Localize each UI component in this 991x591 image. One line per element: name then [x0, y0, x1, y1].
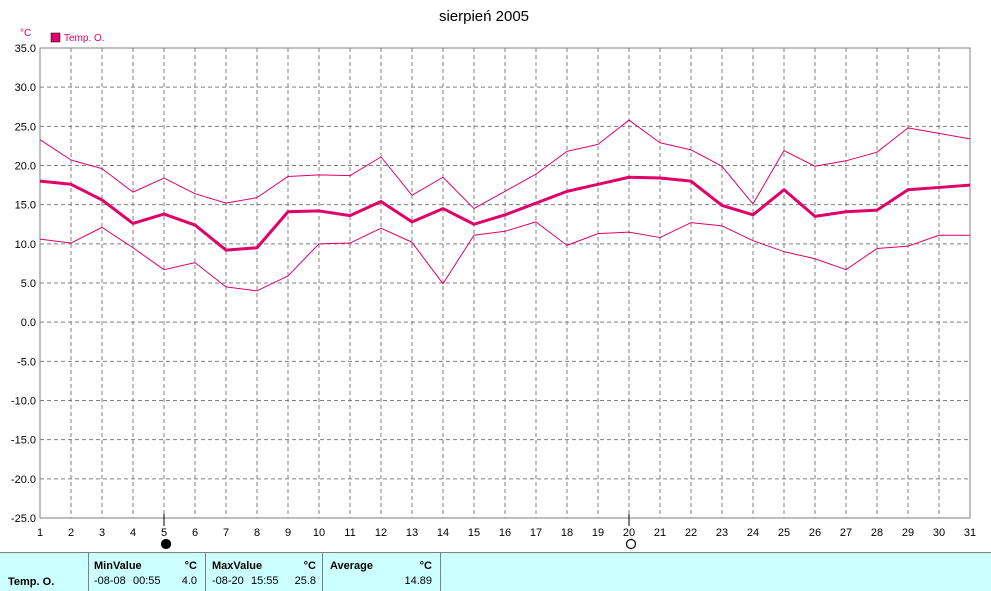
y-tick-label: 35.0	[15, 43, 36, 55]
max-header: MaxValue	[212, 560, 262, 572]
min-date: -08-08	[94, 575, 126, 587]
temperature-chart: sierpień 2005 °C Temp. O. 35.030.025.020…	[0, 0, 991, 552]
min-time: 00:55	[133, 575, 161, 587]
legend-label: Temp. O.	[64, 33, 105, 44]
x-tick-label: 2	[68, 527, 74, 539]
y-tick-label: 0.0	[21, 317, 36, 329]
x-tick-label: 9	[285, 527, 291, 539]
chart-title: sierpień 2005	[439, 8, 529, 25]
grid-lines	[40, 48, 970, 518]
stats-avg-cell: Average °C 14.89	[323, 553, 441, 591]
y-axis-unit: °C	[20, 28, 31, 39]
avg-header: Average	[330, 560, 373, 572]
x-tick-label: 30	[933, 527, 945, 539]
y-tick-label: 5.0	[21, 278, 36, 290]
stats-label-cell: Temp. O.	[0, 553, 89, 591]
x-tick-label: 17	[530, 527, 542, 539]
new-moon-icon	[162, 540, 171, 549]
x-tick-label: 24	[747, 527, 759, 539]
x-tick-label: 12	[375, 527, 387, 539]
stats-min-cell: MinValue °C -08-08 00:55 4.0	[89, 553, 206, 591]
min-unit: °C	[185, 560, 197, 572]
y-tick-label: 20.0	[15, 161, 36, 173]
y-tick-label: 25.0	[15, 121, 36, 133]
min-header: MinValue	[94, 560, 142, 572]
x-tick-label: 1	[37, 527, 43, 539]
x-tick-label: 20	[623, 527, 635, 539]
legend-swatch	[51, 33, 60, 42]
x-tick-label: 19	[592, 527, 604, 539]
max-unit: °C	[304, 560, 316, 572]
stats-max-cell: MaxValue °C -08-20 15:55 25.8	[206, 553, 323, 591]
x-tick-label: 5	[161, 527, 167, 539]
x-tick-label: 22	[685, 527, 697, 539]
x-tick-label: 16	[499, 527, 511, 539]
stats-row-label: Temp. O.	[8, 576, 54, 588]
x-tick-label: 14	[437, 527, 449, 539]
x-tick-label: 21	[654, 527, 666, 539]
y-tick-label: -15.0	[11, 435, 36, 447]
x-tick-label: 13	[406, 527, 418, 539]
y-tick-label: -5.0	[17, 356, 36, 368]
y-axis-ticks: 35.0 30.0 25.0 20.0 15.0 10.0 5.0 0.0 -5.0 -10.0 -…	[11, 43, 36, 525]
y-tick-label: -20.0	[11, 474, 36, 486]
x-tick-label: 23	[716, 527, 728, 539]
x-tick-label: 18	[561, 527, 573, 539]
x-tick-label: 25	[778, 527, 790, 539]
max-date: -08-20	[212, 575, 244, 587]
min-value: 4.0	[182, 575, 197, 587]
x-tick-label: 7	[223, 527, 229, 539]
x-tick-label: 27	[840, 527, 852, 539]
y-tick-label: 15.0	[15, 200, 36, 212]
y-tick-label: 10.0	[15, 239, 36, 251]
x-tick-label: 4	[130, 527, 136, 539]
x-tick-label: 3	[99, 527, 105, 539]
avg-value: 14.89	[404, 575, 432, 587]
x-tick-label: 8	[254, 527, 260, 539]
max-time: 15:55	[251, 575, 279, 587]
y-tick-label: -10.0	[11, 396, 36, 408]
y-tick-label: -25.0	[11, 513, 36, 525]
x-tick-label: 10	[313, 527, 325, 539]
avg-unit: °C	[420, 560, 432, 572]
x-tick-label: 26	[809, 527, 821, 539]
x-tick-label: 29	[902, 527, 914, 539]
y-tick-label: 30.0	[15, 82, 36, 94]
x-tick-label: 6	[192, 527, 198, 539]
max-value: 25.8	[295, 575, 316, 587]
x-tick-label: 15	[468, 527, 480, 539]
x-tick-label: 28	[871, 527, 883, 539]
x-tick-label: 31	[964, 527, 976, 539]
full-moon-icon	[627, 540, 636, 549]
stats-panel: Temp. O. MinValue °C -08-08 00:55 4.0 Ma…	[0, 552, 991, 591]
x-tick-label: 11	[344, 527, 355, 539]
